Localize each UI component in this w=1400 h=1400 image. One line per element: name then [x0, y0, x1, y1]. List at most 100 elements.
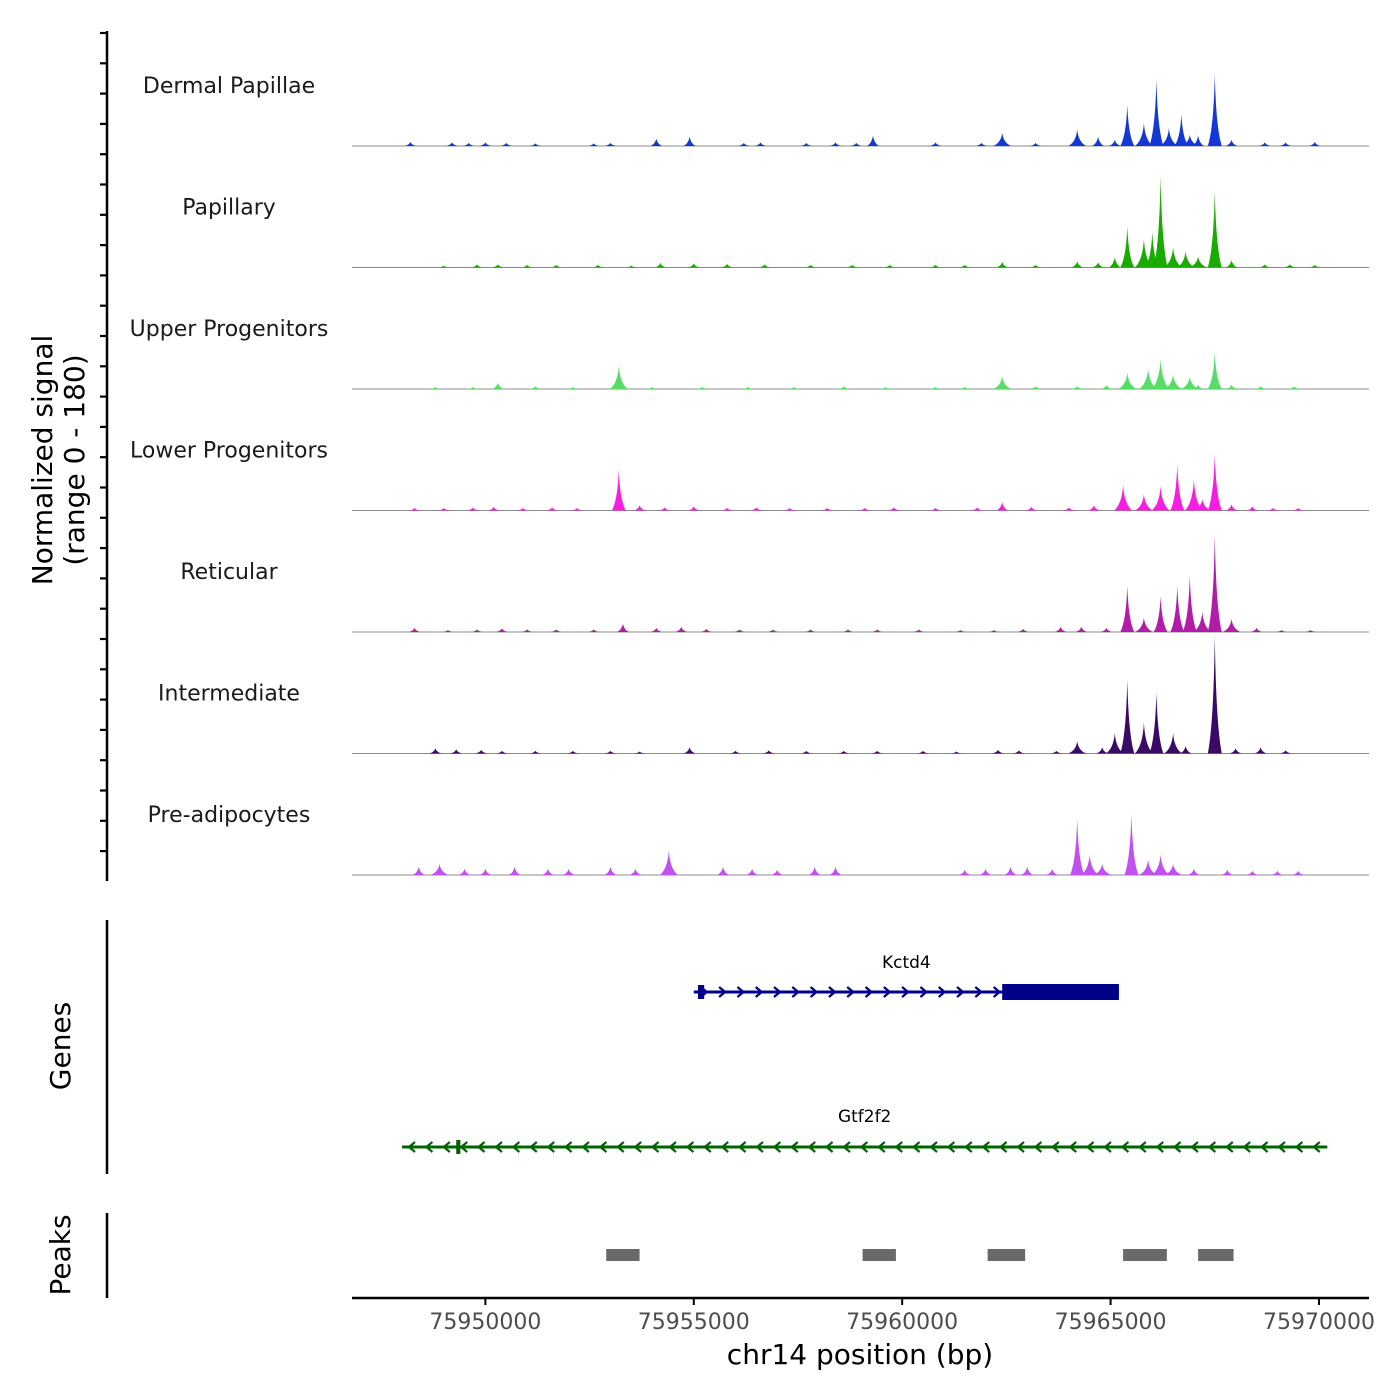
strand-arrow: [1294, 1141, 1304, 1153]
signal-peak: [954, 630, 967, 632]
track-upper-progenitors: Upper Progenitors: [130, 317, 1369, 390]
signal-peak: [475, 749, 488, 754]
gene-gtf2f2: Gtf2f2: [402, 1107, 1328, 1154]
signal-peak: [1164, 247, 1183, 268]
signal-peak: [1124, 813, 1139, 875]
strand-arrow: [956, 986, 965, 998]
strand-arrow: [598, 1141, 608, 1153]
strand-arrow: [1277, 1141, 1286, 1153]
track-dermal-papillae: Dermal Papillae: [143, 74, 1369, 147]
signal-peak: [687, 506, 700, 511]
strand-arrow: [718, 986, 727, 998]
gene-exon: [1002, 984, 1119, 1000]
strand-arrow: [974, 986, 984, 998]
signal-peak: [683, 747, 696, 754]
signal-peak: [1118, 372, 1137, 389]
signal-peak: [1207, 635, 1222, 754]
signal-peak: [996, 261, 1009, 268]
signal-peak: [650, 627, 663, 632]
signal-peak: [604, 750, 617, 754]
signal-peak: [591, 264, 604, 268]
signal-peak: [837, 750, 850, 754]
signal-peak: [871, 750, 884, 754]
strand-arrow: [1068, 1141, 1077, 1153]
signal-peak: [717, 866, 729, 875]
signal-peak: [611, 469, 626, 511]
signal-peak: [687, 263, 700, 268]
signal-peak: [458, 868, 471, 875]
signal-peak: [1080, 854, 1099, 875]
strand-arrow: [1103, 1141, 1112, 1153]
signal-peak: [1149, 79, 1164, 146]
signal-peak: [850, 142, 863, 146]
strand-arrow: [685, 1141, 695, 1153]
signal-peak: [1120, 226, 1135, 268]
signal-peak: [646, 387, 659, 389]
gene-label-kctd4: Kctd4: [882, 953, 931, 973]
signal-peak: [566, 750, 579, 754]
signal-peak: [529, 143, 542, 146]
strand-arrow: [442, 1141, 451, 1153]
strand-arrow: [650, 1141, 660, 1153]
x-tick-label: 75965000: [1055, 1310, 1167, 1335]
signal-peak: [571, 507, 584, 511]
signal-tracks: Normalized signal (range 0 - 180) Dermal…: [26, 31, 1369, 881]
track-label-papillary: Papillary: [182, 196, 276, 221]
strand-arrow: [424, 1141, 434, 1153]
signal-peak: [1029, 264, 1042, 268]
signal-peak: [804, 264, 817, 268]
signal-peak: [1189, 256, 1208, 268]
signal-peak: [633, 505, 646, 511]
signal-peak: [804, 629, 817, 632]
strand-arrow: [1138, 1141, 1147, 1153]
signal-peak: [675, 626, 688, 632]
signal-peak: [541, 868, 554, 875]
signal-peak: [408, 507, 421, 511]
strand-arrow: [1172, 1141, 1182, 1153]
strand-arrow: [1155, 1141, 1164, 1153]
signal-peak: [550, 264, 563, 268]
signal-peak: [929, 387, 942, 389]
track-label-intermediate: Intermediate: [158, 682, 300, 707]
signal-peak: [1174, 114, 1189, 146]
strand-arrow: [937, 986, 947, 998]
signal-peak: [929, 507, 942, 511]
signal-peak: [1050, 750, 1063, 754]
x-tick-label: 75955000: [638, 1310, 750, 1335]
signal-peak: [917, 750, 929, 754]
signal-peak: [1292, 870, 1305, 875]
strand-arrow: [901, 986, 910, 998]
signal-peak: [1225, 384, 1238, 389]
signal-peak: [1153, 596, 1168, 632]
signal-peak: [1120, 586, 1135, 632]
strand-arrow: [981, 1141, 990, 1153]
signal-peak: [1207, 534, 1222, 632]
signal-peak: [1100, 627, 1113, 632]
signal-peak: [609, 366, 628, 389]
strand-arrow: [476, 1141, 486, 1153]
signal-peak: [1246, 506, 1259, 511]
signal-peak: [1108, 257, 1121, 268]
signal-peak: [762, 750, 775, 754]
signal-peak: [625, 265, 638, 268]
signal-peak: [837, 386, 850, 389]
signal-peak: [979, 868, 992, 875]
strand-arrow: [992, 986, 1002, 998]
signal-peak: [1193, 611, 1212, 632]
signal-peak: [800, 142, 813, 146]
x-axis: 75950000 75955000 75960000 75965000 75970000…: [352, 1296, 1375, 1371]
signal-peak: [408, 627, 421, 632]
gene-kctd4: Kctd4: [693, 953, 1119, 1000]
signal-peak: [912, 629, 925, 632]
signal-peak: [1279, 750, 1292, 754]
signal-peak: [546, 507, 559, 511]
signal-peak: [1134, 494, 1153, 511]
signal-peak: [491, 264, 504, 268]
strand-arrow: [546, 1141, 555, 1153]
signal-peak: [550, 629, 563, 632]
strand-arrow: [807, 1141, 816, 1153]
signal-track-group: Dermal Papillae Papillary Upper Progenitor…: [130, 74, 1369, 876]
strand-arrow: [755, 1141, 764, 1153]
signal-peak: [737, 142, 750, 146]
signal-peak: [829, 866, 842, 875]
